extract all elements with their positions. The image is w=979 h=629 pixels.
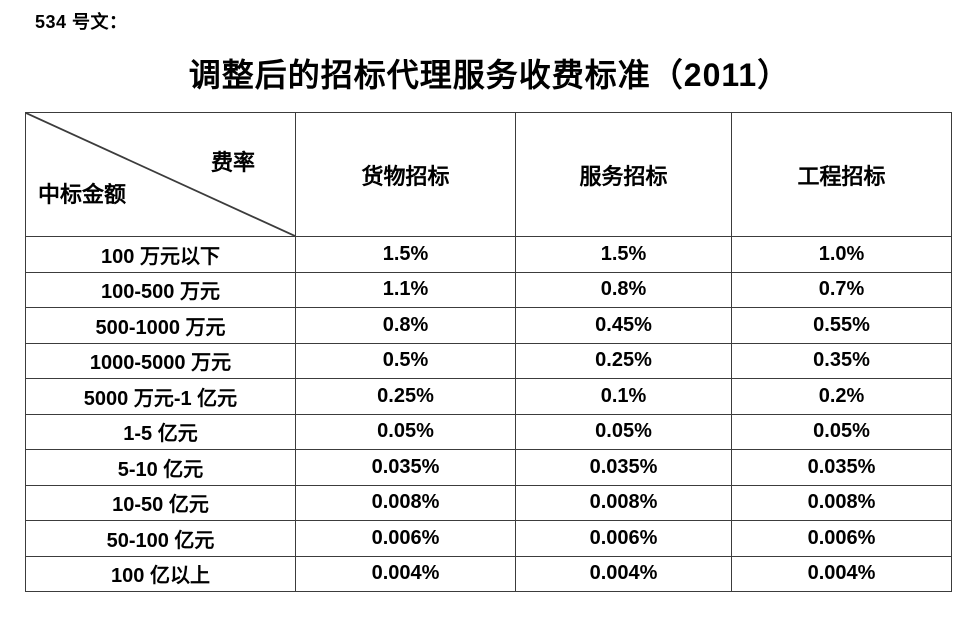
fee-cell: 0.008% <box>731 484 952 521</box>
fee-cell: 0.25% <box>515 342 732 379</box>
fee-cell: 0.008% <box>515 484 732 521</box>
fee-cell: 0.05% <box>515 413 732 450</box>
fee-cell: 0.004% <box>295 555 516 592</box>
fee-cell: 0.35% <box>731 342 952 379</box>
table-row: 10-50 亿元 0.008% 0.008% 0.008% <box>25 484 952 521</box>
row-label: 5000 万元-1 亿元 <box>25 378 296 415</box>
table-row: 50-100 亿元 0.006% 0.006% 0.006% <box>25 520 952 557</box>
table-row: 1000-5000 万元 0.5% 0.25% 0.35% <box>25 342 952 379</box>
diagonal-line <box>26 113 295 236</box>
fee-cell: 1.5% <box>295 236 516 273</box>
fee-cell: 0.006% <box>295 520 516 557</box>
fee-cell: 0.8% <box>515 271 732 308</box>
fee-cell: 0.45% <box>515 307 732 344</box>
table-row: 100 万元以下 1.5% 1.5% 1.0% <box>25 236 952 273</box>
fee-cell: 0.7% <box>731 271 952 308</box>
corner-label-amount: 中标金额 <box>38 182 127 207</box>
row-label: 100-500 万元 <box>25 271 296 308</box>
doc-reference: 534 号文： <box>35 12 128 32</box>
diagonal-corner-cell: 费率 中标金额 <box>25 112 296 237</box>
row-label: 50-100 亿元 <box>25 520 296 557</box>
table-row: 500-1000 万元 0.8% 0.45% 0.55% <box>25 307 952 344</box>
row-label: 5-10 亿元 <box>25 449 296 486</box>
page-title: 调整后的招标代理服务收费标准（2011） <box>188 57 791 93</box>
table-row: 100 亿以上 0.004% 0.004% 0.004% <box>25 555 952 592</box>
table-row: 1-5 亿元 0.05% 0.05% 0.05% <box>25 413 952 450</box>
fee-cell: 0.05% <box>731 413 952 450</box>
fee-cell: 0.55% <box>731 307 952 344</box>
fee-cell: 0.004% <box>731 555 952 592</box>
table-row: 5-10 亿元 0.035% 0.035% 0.035% <box>25 449 952 486</box>
fee-cell: 0.8% <box>295 307 516 344</box>
column-header-engineering: 工程招标 <box>731 112 952 237</box>
fee-cell: 1.0% <box>731 236 952 273</box>
fee-rate-table: 费率 中标金额 货物招标 服务招标 工程招标 100 万元以下 1.5% 1.5… <box>25 112 952 592</box>
fee-cell: 0.5% <box>295 342 516 379</box>
table-header-row: 费率 中标金额 货物招标 服务招标 工程招标 <box>25 112 952 237</box>
fee-cell: 0.006% <box>515 520 732 557</box>
corner-label-rate: 费率 <box>210 150 255 175</box>
fee-cell: 0.05% <box>295 413 516 450</box>
row-label: 1000-5000 万元 <box>25 342 296 379</box>
fee-cell: 0.006% <box>731 520 952 557</box>
row-label: 1-5 亿元 <box>25 413 296 450</box>
fee-cell: 1.5% <box>515 236 732 273</box>
table-row: 100-500 万元 1.1% 0.8% 0.7% <box>25 271 952 308</box>
fee-cell: 0.035% <box>295 449 516 486</box>
table-row: 5000 万元-1 亿元 0.25% 0.1% 0.2% <box>25 378 952 415</box>
row-label: 10-50 亿元 <box>25 484 296 521</box>
row-label: 500-1000 万元 <box>25 307 296 344</box>
fee-cell: 0.008% <box>295 484 516 521</box>
fee-cell: 0.035% <box>731 449 952 486</box>
column-header-goods: 货物招标 <box>295 112 516 237</box>
fee-cell: 1.1% <box>295 271 516 308</box>
fee-cell: 0.1% <box>515 378 732 415</box>
column-header-services: 服务招标 <box>515 112 732 237</box>
fee-cell: 0.25% <box>295 378 516 415</box>
row-label: 100 亿以上 <box>25 555 296 592</box>
fee-cell: 0.035% <box>515 449 732 486</box>
fee-cell: 0.2% <box>731 378 952 415</box>
row-label: 100 万元以下 <box>25 236 296 273</box>
fee-cell: 0.004% <box>515 555 732 592</box>
